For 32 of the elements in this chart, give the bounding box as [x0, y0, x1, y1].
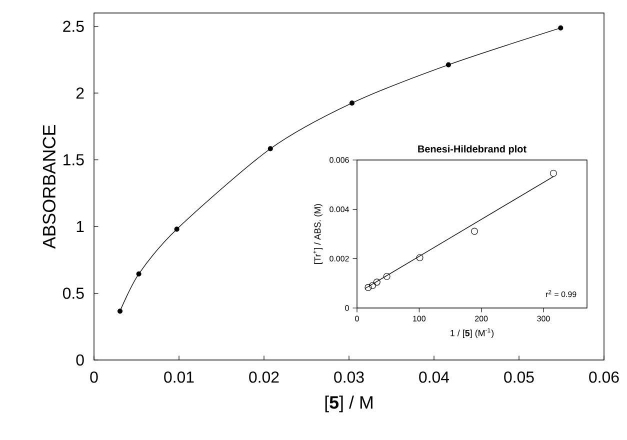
- point: [268, 146, 273, 152]
- point: [349, 100, 355, 106]
- x-tick-label: 0.03: [334, 371, 364, 383]
- point: [373, 278, 380, 286]
- point: [117, 308, 123, 314]
- y-axis-title: [Tr$^{+}$] / ABS. (M): [313, 204, 322, 264]
- y-tick-label: 2: [76, 88, 84, 99]
- y-tick-label: 0.5: [62, 288, 84, 299]
- x-axis-title: 1 / [5] (M$^{-1}$): [450, 328, 494, 338]
- chart-title: Benesi-Hildebrand plot: [418, 145, 526, 154]
- point: [416, 254, 424, 262]
- y-tick-label: 1.5: [64, 154, 84, 166]
- point: [174, 226, 180, 232]
- x-tick-label: 0.05: [504, 371, 534, 383]
- point: [383, 272, 390, 280]
- y-axis-title: ABSORBANCE: [42, 124, 56, 249]
- point: [558, 25, 564, 30]
- point: [364, 284, 372, 292]
- point: [446, 62, 451, 68]
- x-tick-label: 0.04: [419, 371, 450, 383]
- point: [136, 271, 142, 276]
- point: [369, 282, 376, 290]
- y-tick-label: 0: [76, 354, 84, 366]
- x-tick-label: 0.01: [164, 371, 194, 383]
- point: [471, 228, 478, 235]
- x-tick-label: 0.02: [249, 371, 279, 383]
- point: [550, 170, 557, 177]
- x-tick-label: 0: [90, 371, 98, 383]
- x-axis-title: [5] / M: [325, 396, 372, 412]
- y-tick-label: 1: [76, 221, 84, 232]
- y-tick-label: 2.5: [63, 20, 84, 32]
- x-tick-label: 0.06: [589, 371, 619, 383]
